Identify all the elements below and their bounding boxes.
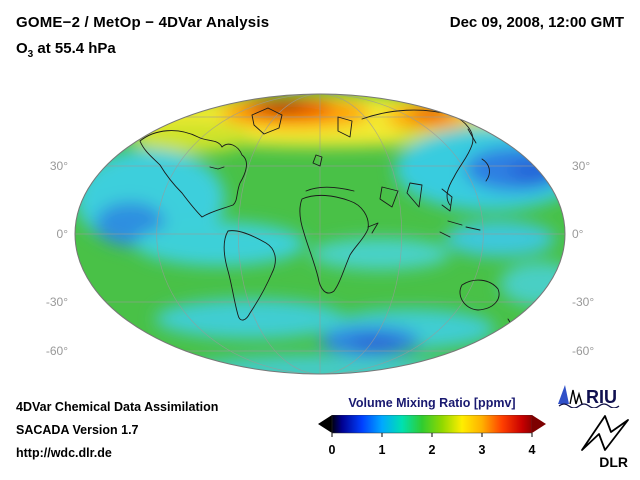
species-symbol: O — [16, 40, 28, 57]
colorbar-tick-4: 4 — [528, 443, 536, 457]
lat-label-0-right: 0° — [572, 227, 584, 241]
colorbar-tick-3: 3 — [478, 443, 486, 457]
lat-label-30n-left: 30° — [49, 159, 68, 173]
colorbar-tick-1: 1 — [378, 443, 386, 457]
globe-outline — [74, 93, 566, 375]
colorbar-tick-0: 0 — [328, 443, 336, 457]
dlr-logo: DLR — [578, 410, 634, 470]
riu-wave-icon — [558, 403, 620, 408]
figure-subtitle: O3 at 55.4 hPa — [16, 40, 116, 60]
colorbar-left-arrow — [318, 415, 332, 433]
riu-logo: RIU — [556, 376, 632, 406]
assimilation-label: 4DVar Chemical Data Assimilation — [16, 400, 219, 414]
colorbar — [318, 414, 546, 442]
lat-label-30n-right: 30° — [572, 159, 591, 173]
data-center-url: http://wdc.dlr.de — [16, 446, 112, 460]
colorbar-title: Volume Mixing Ratio [ppmv] — [348, 396, 516, 410]
colorbar-right-arrow — [532, 415, 546, 433]
lat-label-0-left: 0° — [56, 227, 68, 241]
riu-logo-text: RIU — [586, 387, 617, 407]
riu-cathedral-icon — [558, 385, 583, 405]
colorbar-tick-2: 2 — [428, 443, 436, 457]
world-ozone-map — [74, 93, 566, 375]
species-subscript: 3 — [27, 49, 34, 60]
pressure-level-text: at 55.4 hPa — [33, 40, 116, 57]
colorbar-gradient — [318, 414, 546, 437]
lat-label-30s-right: -30° — [572, 295, 595, 309]
figure-title: GOME−2 / MetOp − 4DVar Analysis — [16, 14, 270, 31]
dlr-logo-text: DLR — [599, 454, 628, 470]
coastlines — [139, 107, 514, 332]
lat-label-60s-left: -60° — [45, 344, 68, 358]
version-label: SACADA Version 1.7 — [16, 423, 139, 437]
dlr-emblem-icon — [581, 415, 629, 451]
lat-label-30s-left: -30° — [45, 295, 68, 309]
lat-label-60s-right: -60° — [572, 344, 595, 358]
map-container — [70, 89, 570, 379]
timestamp: Dec 09, 2008, 12:00 GMT — [449, 14, 624, 31]
